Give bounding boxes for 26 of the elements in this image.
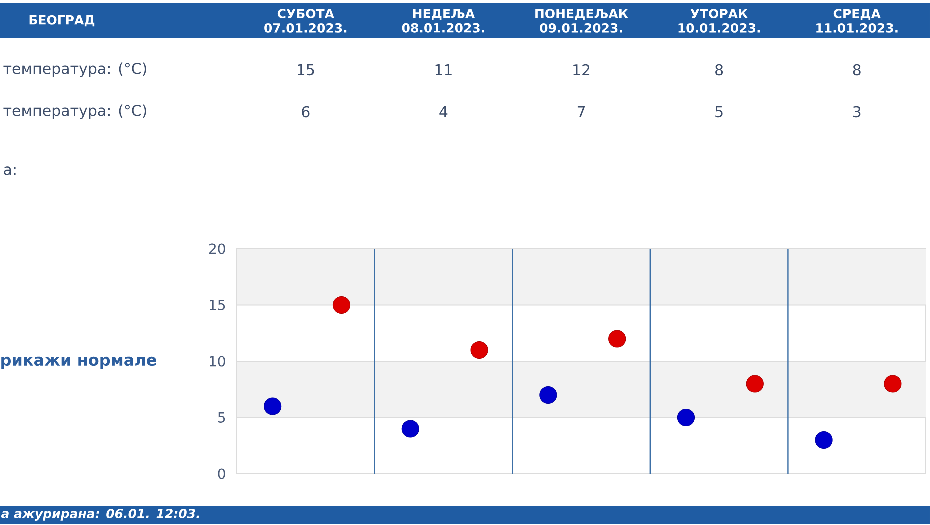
y-tick-label: 10 bbox=[210, 356, 226, 367]
text: СУБОТА 07.01.2023. bbox=[264, 9, 347, 33]
text: температура: (°C) bbox=[4, 104, 146, 120]
y-tick-label: 20 bbox=[210, 244, 226, 254]
y-tick-label: 15 bbox=[210, 300, 226, 310]
text: УТОРАК 10.01.2023. bbox=[678, 9, 760, 33]
text: БЕОГРАД bbox=[30, 15, 95, 27]
y-tick-label: 0 bbox=[218, 468, 226, 480]
text: ПОНЕДЕЉАК 09.01.2023. bbox=[536, 9, 628, 33]
data-label: 8 bbox=[853, 64, 861, 76]
data-label: 3 bbox=[853, 106, 861, 118]
data-label: 6 bbox=[302, 106, 310, 118]
text: НЕДЕЉА 08.01.2023. bbox=[402, 9, 484, 33]
data-label: 12 bbox=[574, 64, 590, 76]
data-label: 15 bbox=[298, 64, 314, 76]
data-label: 5 bbox=[716, 106, 723, 118]
text: а ажурирана: 06.01. 12:03. bbox=[1, 509, 200, 521]
data-label: 4 bbox=[440, 106, 448, 118]
text: а: bbox=[4, 166, 16, 176]
text: СРЕДА 11.01.2023. bbox=[816, 9, 898, 33]
data-label: 11 bbox=[436, 64, 452, 76]
y-tick-label: 5 bbox=[218, 412, 226, 423]
text: температура: (°C) bbox=[4, 62, 146, 78]
data-label: 7 bbox=[578, 106, 585, 118]
text: рикажи нормале bbox=[2, 356, 156, 370]
data-label: 8 bbox=[716, 64, 724, 76]
